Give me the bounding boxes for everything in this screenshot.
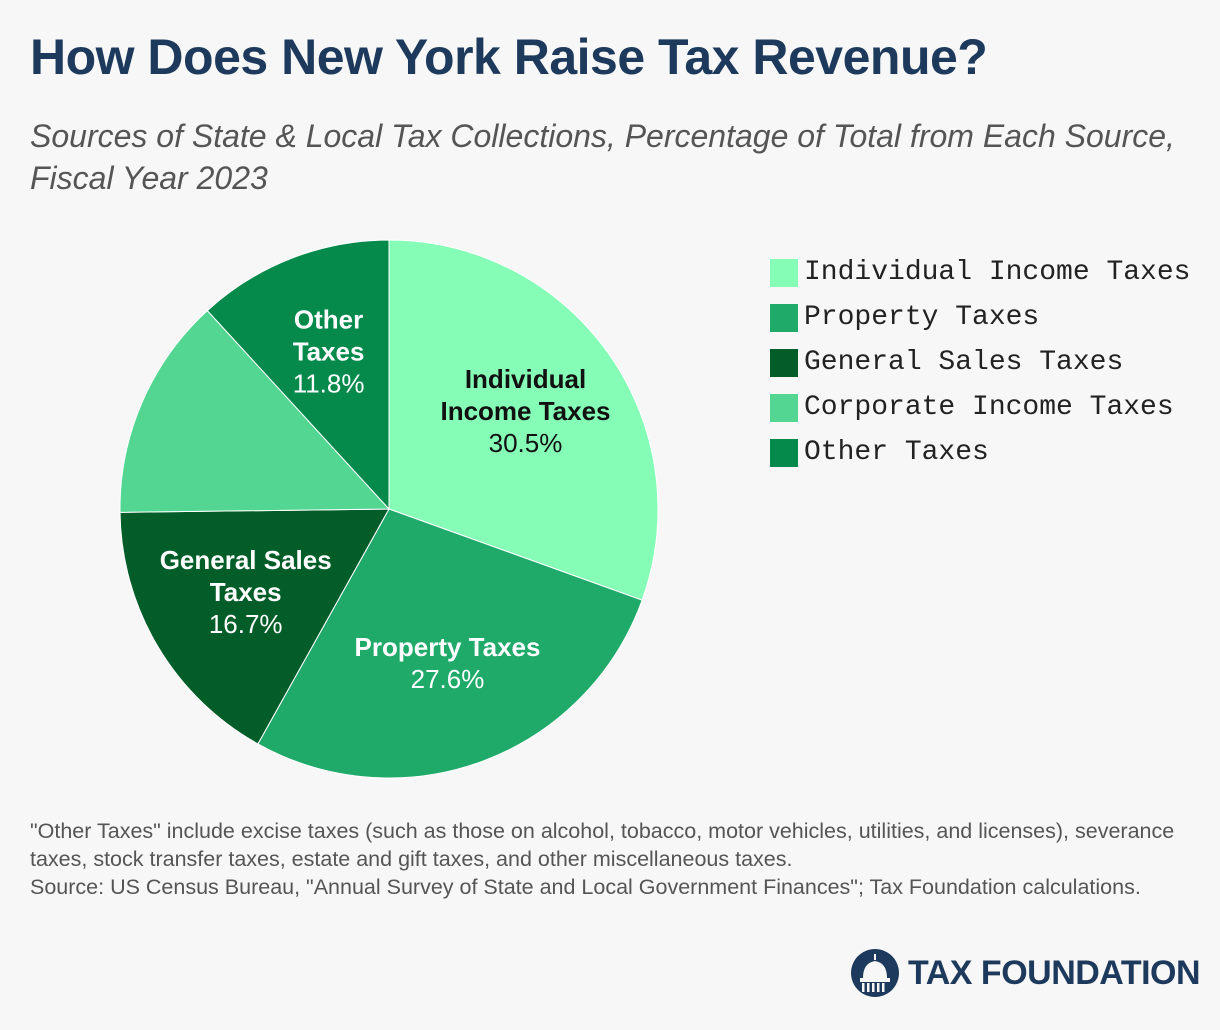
legend-item-property-taxes: Property Taxes xyxy=(770,295,1190,340)
legend-label: Other Taxes xyxy=(804,437,989,468)
pie-slice-individual-income-taxes xyxy=(388,239,659,601)
slice-label-text: Taxes xyxy=(293,336,365,366)
legend-item-other-taxes: Other Taxes xyxy=(770,430,1190,475)
slice-value-label: 11.8% xyxy=(293,368,365,398)
legend-label: Individual Income Taxes xyxy=(804,257,1191,288)
legend-swatch xyxy=(770,348,798,377)
legend-item-corporate-income-taxes: Corporate Income Taxes xyxy=(770,385,1190,430)
legend-swatch xyxy=(770,258,798,287)
pie-slice-property-taxes xyxy=(257,508,643,779)
legend-label: Corporate Income Taxes xyxy=(804,392,1174,423)
slice-value-label: 16.7% xyxy=(209,609,283,639)
chart-legend: Individual Income Taxes Property Taxes Gen… xyxy=(770,250,1190,475)
chart-subtitle: Sources of State & Local Tax Collections… xyxy=(30,118,1175,196)
legend-label: Property Taxes xyxy=(804,302,1040,333)
slice-value-label: 27.6% xyxy=(411,664,485,694)
footnote: "Other Taxes" include excise taxes (such… xyxy=(30,818,1195,902)
brand-name: TAX FOUNDATION xyxy=(908,953,1201,992)
pie-slice-general-sales-taxes xyxy=(119,508,390,745)
slice-label-text: Other xyxy=(294,304,363,334)
capitol-dome-icon xyxy=(851,949,899,997)
footnote-note: "Other Taxes" include excise taxes (such… xyxy=(30,819,1175,871)
slice-label-text: Individual xyxy=(465,364,586,394)
legend-swatch xyxy=(770,303,798,332)
chart-title: How Does New York Raise Tax Revenue? xyxy=(30,29,988,85)
legend-swatch xyxy=(770,438,798,467)
slice-label-text: Taxes xyxy=(210,577,282,607)
footnote-source: Source: US Census Bureau, "Annual Survey… xyxy=(30,874,1141,899)
slice-value-label: 30.5% xyxy=(489,428,563,458)
slice-label-text: Property Taxes xyxy=(355,632,541,662)
legend-item-individual-income-taxes: Individual Income Taxes xyxy=(770,250,1190,295)
slice-label-text: General Sales xyxy=(160,545,332,575)
pie-slice-corporate-income-taxes xyxy=(119,309,391,513)
legend-item-general-sales-taxes: General Sales Taxes xyxy=(770,340,1190,385)
legend-swatch xyxy=(770,393,798,422)
slice-label-text: Income Taxes xyxy=(440,396,610,426)
legend-label: General Sales Taxes xyxy=(804,347,1124,378)
brand-logo: TAX FOUNDATION xyxy=(850,948,1201,998)
pie-slice-other-taxes xyxy=(206,239,390,511)
